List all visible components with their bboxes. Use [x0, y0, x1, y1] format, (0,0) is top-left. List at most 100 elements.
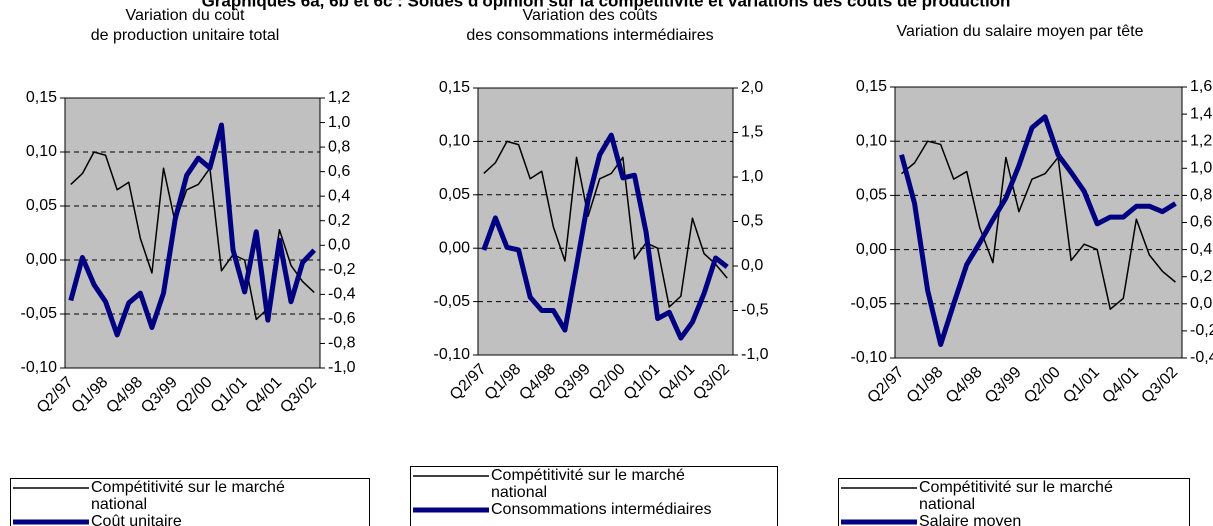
x-tick-label: Q2/00 [586, 361, 629, 404]
y2-tick-label: 0,2 [328, 212, 350, 229]
page-title: Graphiques 6a, 6b et 6c : Soldes d'opini… [202, 0, 1011, 10]
y2-tick-label: 1,4 [1190, 105, 1212, 122]
chart-subtitle: Variation du salaire moyen par tête [896, 23, 1144, 40]
y2-tick-label: 1,0 [741, 168, 763, 185]
y2-tick-label: -1,0 [328, 359, 356, 376]
y2-tick-label: 0,0 [328, 236, 350, 253]
x-tick-label: Q1/98 [904, 364, 947, 407]
y2-tick-label: 1,2 [1190, 132, 1212, 149]
chart-subtitle: Variation des coûts des consommations in… [466, 7, 714, 44]
y-tick-label: 0,00 [856, 241, 887, 258]
y-tick-label: -0,05 [851, 295, 888, 312]
x-tick-label: Q1/98 [69, 374, 112, 417]
x-tick-label: Q3/99 [982, 364, 1025, 407]
y2-tick-label: 0,0 [1190, 295, 1212, 312]
y2-tick-label: 0,6 [328, 163, 350, 180]
legend: Compétitivité sur le marché national Cons… [410, 466, 778, 526]
y2-tick-label: 0,4 [328, 187, 350, 204]
y2-tick-label: 0,8 [328, 138, 350, 155]
legend-entry: Compétitivité sur le marché national [411, 467, 777, 501]
y2-tick-label: 0,6 [1190, 214, 1212, 231]
legend-swatch [841, 519, 917, 525]
y2-tick-label: 0,2 [1190, 268, 1212, 285]
legend: Compétitivité sur le marché national Sala… [838, 478, 1190, 526]
x-tick-label: Q1/98 [482, 361, 525, 404]
plot-area [64, 97, 321, 369]
chart-subtitle: Variation du coût de production unitaire… [90, 7, 280, 44]
y-tick-label: 0,15 [856, 78, 887, 95]
x-tick-label: Q2/00 [173, 374, 216, 417]
x-tick-label: Q1/01 [621, 361, 664, 404]
y-tick-label: 0,05 [856, 187, 887, 204]
legend-swatch [841, 487, 917, 489]
y2-tick-label: 1,0 [1190, 160, 1212, 177]
legend-label: Coût unitaire [91, 513, 182, 526]
legend-entry: Consommations intermédiaires [411, 501, 777, 518]
y2-tick-label: 1,2 [328, 89, 350, 106]
y2-tick-label: 1,6 [1190, 78, 1212, 95]
y2-tick-label: 1,5 [741, 124, 763, 141]
y2-tick-label: -0,2 [328, 261, 356, 278]
y2-tick-label: -1,0 [741, 346, 769, 363]
x-tick-label: Q3/02 [1138, 364, 1181, 407]
x-tick-label: Q3/02 [690, 361, 733, 404]
y2-tick-label: -0,5 [741, 302, 769, 319]
legend-label: Compétitivité sur le marché national [491, 467, 685, 501]
y-tick-label: 0,10 [439, 133, 470, 150]
y2-tick-label: -0,2 [1190, 322, 1213, 339]
plot-area [894, 86, 1183, 359]
y-tick-label: 0,00 [439, 239, 470, 256]
x-tick-label: Q4/01 [242, 374, 285, 417]
x-tick-label: Q4/01 [1099, 364, 1142, 407]
y2-tick-label: 2,0 [741, 79, 763, 96]
series-line [481, 132, 729, 341]
x-tick-label: Q4/98 [103, 374, 146, 417]
y-tick-label: -0,10 [434, 346, 471, 363]
x-tick-label: Q2/97 [34, 374, 77, 417]
x-tick-label: Q4/98 [943, 364, 986, 407]
y2-tick-label: 0,4 [1190, 241, 1212, 258]
y-tick-label: -0,10 [21, 359, 58, 376]
legend-label: Consommations intermédiaires [491, 501, 712, 518]
y-tick-label: 0,00 [26, 251, 57, 268]
legend-entry: Coût unitaire [11, 513, 369, 526]
y-tick-label: 0,05 [26, 197, 57, 214]
x-tick-label: Q4/01 [655, 361, 698, 404]
y2-tick-label: -0,4 [1190, 349, 1213, 366]
x-tick-label: Q3/99 [138, 374, 181, 417]
series-line [899, 114, 1177, 347]
x-tick-label: Q1/01 [1060, 364, 1103, 407]
x-tick-label: Q4/98 [516, 361, 559, 404]
y-tick-label: 0,10 [856, 132, 887, 149]
legend-label: Compétitivité sur le marché national [919, 479, 1113, 513]
legend-swatch [413, 475, 489, 477]
y-tick-label: 0,15 [26, 89, 57, 106]
y-tick-label: -0,10 [851, 349, 888, 366]
y2-tick-label: 1,0 [328, 114, 350, 131]
y2-tick-label: 0,5 [741, 213, 763, 230]
series-line [901, 140, 1176, 310]
y-tick-label: -0,05 [21, 305, 58, 322]
y2-tick-label: -0,6 [328, 310, 356, 327]
legend-swatch [413, 507, 489, 513]
legend-swatch [13, 487, 89, 489]
series-line [68, 122, 317, 338]
x-tick-label: Q3/02 [277, 374, 320, 417]
x-tick-label: Q2/00 [1021, 364, 1064, 407]
x-tick-label: Q2/97 [447, 361, 490, 404]
legend-entry: Salaire moyen [839, 513, 1189, 526]
y2-tick-label: 0,0 [741, 257, 763, 274]
legend-label: Salaire moyen [919, 513, 1022, 526]
y-tick-label: -0,05 [434, 293, 471, 310]
y2-tick-label: -0,4 [328, 286, 356, 303]
y2-tick-label: -0,8 [328, 335, 356, 352]
legend-label: Compétitivité sur le marché national [91, 479, 285, 513]
y-tick-label: 0,05 [439, 186, 470, 203]
series-line [483, 140, 728, 308]
legend-entry: Compétitivité sur le marché national [839, 479, 1189, 513]
y2-tick-label: 0,8 [1190, 187, 1212, 204]
x-tick-label: Q2/97 [864, 364, 907, 407]
legend-entry: Compétitivité sur le marché national [11, 479, 369, 513]
